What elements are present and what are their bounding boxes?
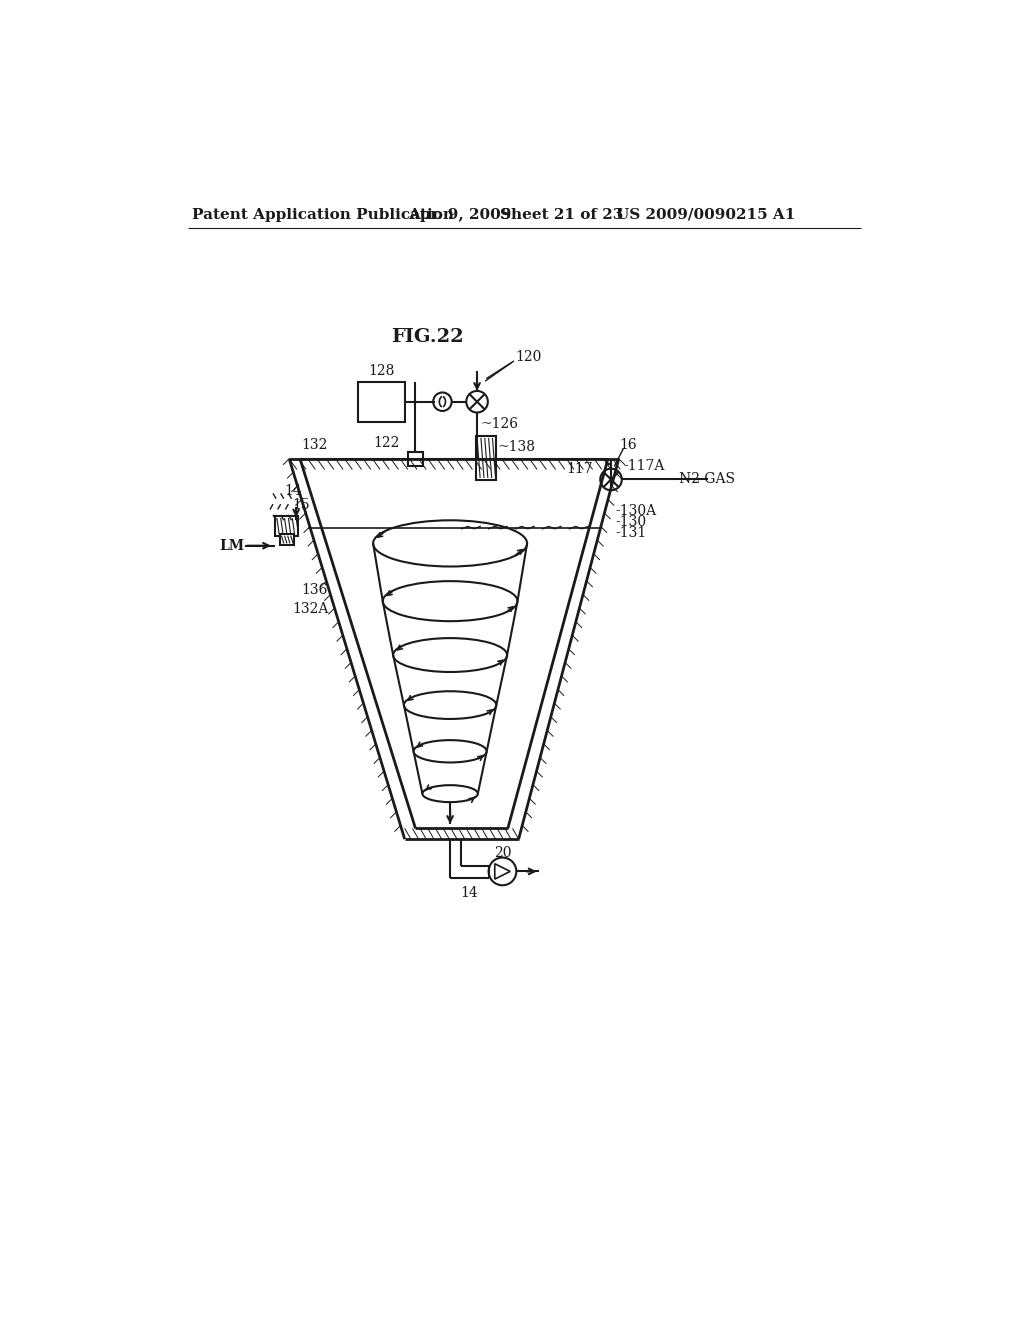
Text: FIG.22: FIG.22 — [391, 329, 463, 346]
Text: 122: 122 — [374, 437, 400, 450]
Text: - N2 GAS: - N2 GAS — [670, 473, 734, 487]
Text: 136: 136 — [301, 582, 328, 597]
Text: Apr. 9, 2009: Apr. 9, 2009 — [408, 207, 511, 222]
Text: 14: 14 — [461, 886, 478, 900]
Text: 16: 16 — [620, 438, 637, 451]
Text: -131: -131 — [615, 525, 647, 540]
Text: -130A: -130A — [615, 504, 656, 517]
Circle shape — [488, 858, 516, 886]
Text: 14: 14 — [285, 484, 302, 498]
Bar — [275, 516, 298, 536]
Text: ~138: ~138 — [498, 440, 536, 454]
Circle shape — [466, 391, 487, 412]
Bar — [475, 436, 496, 480]
Text: LM: LM — [219, 539, 245, 553]
Text: Sheet 21 of 23: Sheet 21 of 23 — [500, 207, 624, 222]
Text: -117A: -117A — [624, 458, 665, 473]
Text: 117: 117 — [566, 462, 593, 477]
Circle shape — [433, 392, 452, 411]
Text: ~126: ~126 — [481, 417, 519, 432]
Text: Patent Application Publication: Patent Application Publication — [193, 207, 455, 222]
Bar — [280, 535, 294, 545]
Polygon shape — [495, 863, 510, 879]
Text: 15: 15 — [292, 498, 310, 512]
Bar — [357, 381, 406, 422]
Text: -130: -130 — [615, 515, 647, 529]
Text: 128: 128 — [369, 364, 395, 378]
Text: US 2009/0090215 A1: US 2009/0090215 A1 — [615, 207, 795, 222]
Text: 132: 132 — [301, 438, 328, 451]
Text: 120: 120 — [515, 350, 542, 364]
Text: 20: 20 — [494, 846, 511, 859]
Text: 132A: 132A — [292, 602, 329, 616]
Bar — [408, 451, 423, 466]
Circle shape — [600, 469, 622, 490]
